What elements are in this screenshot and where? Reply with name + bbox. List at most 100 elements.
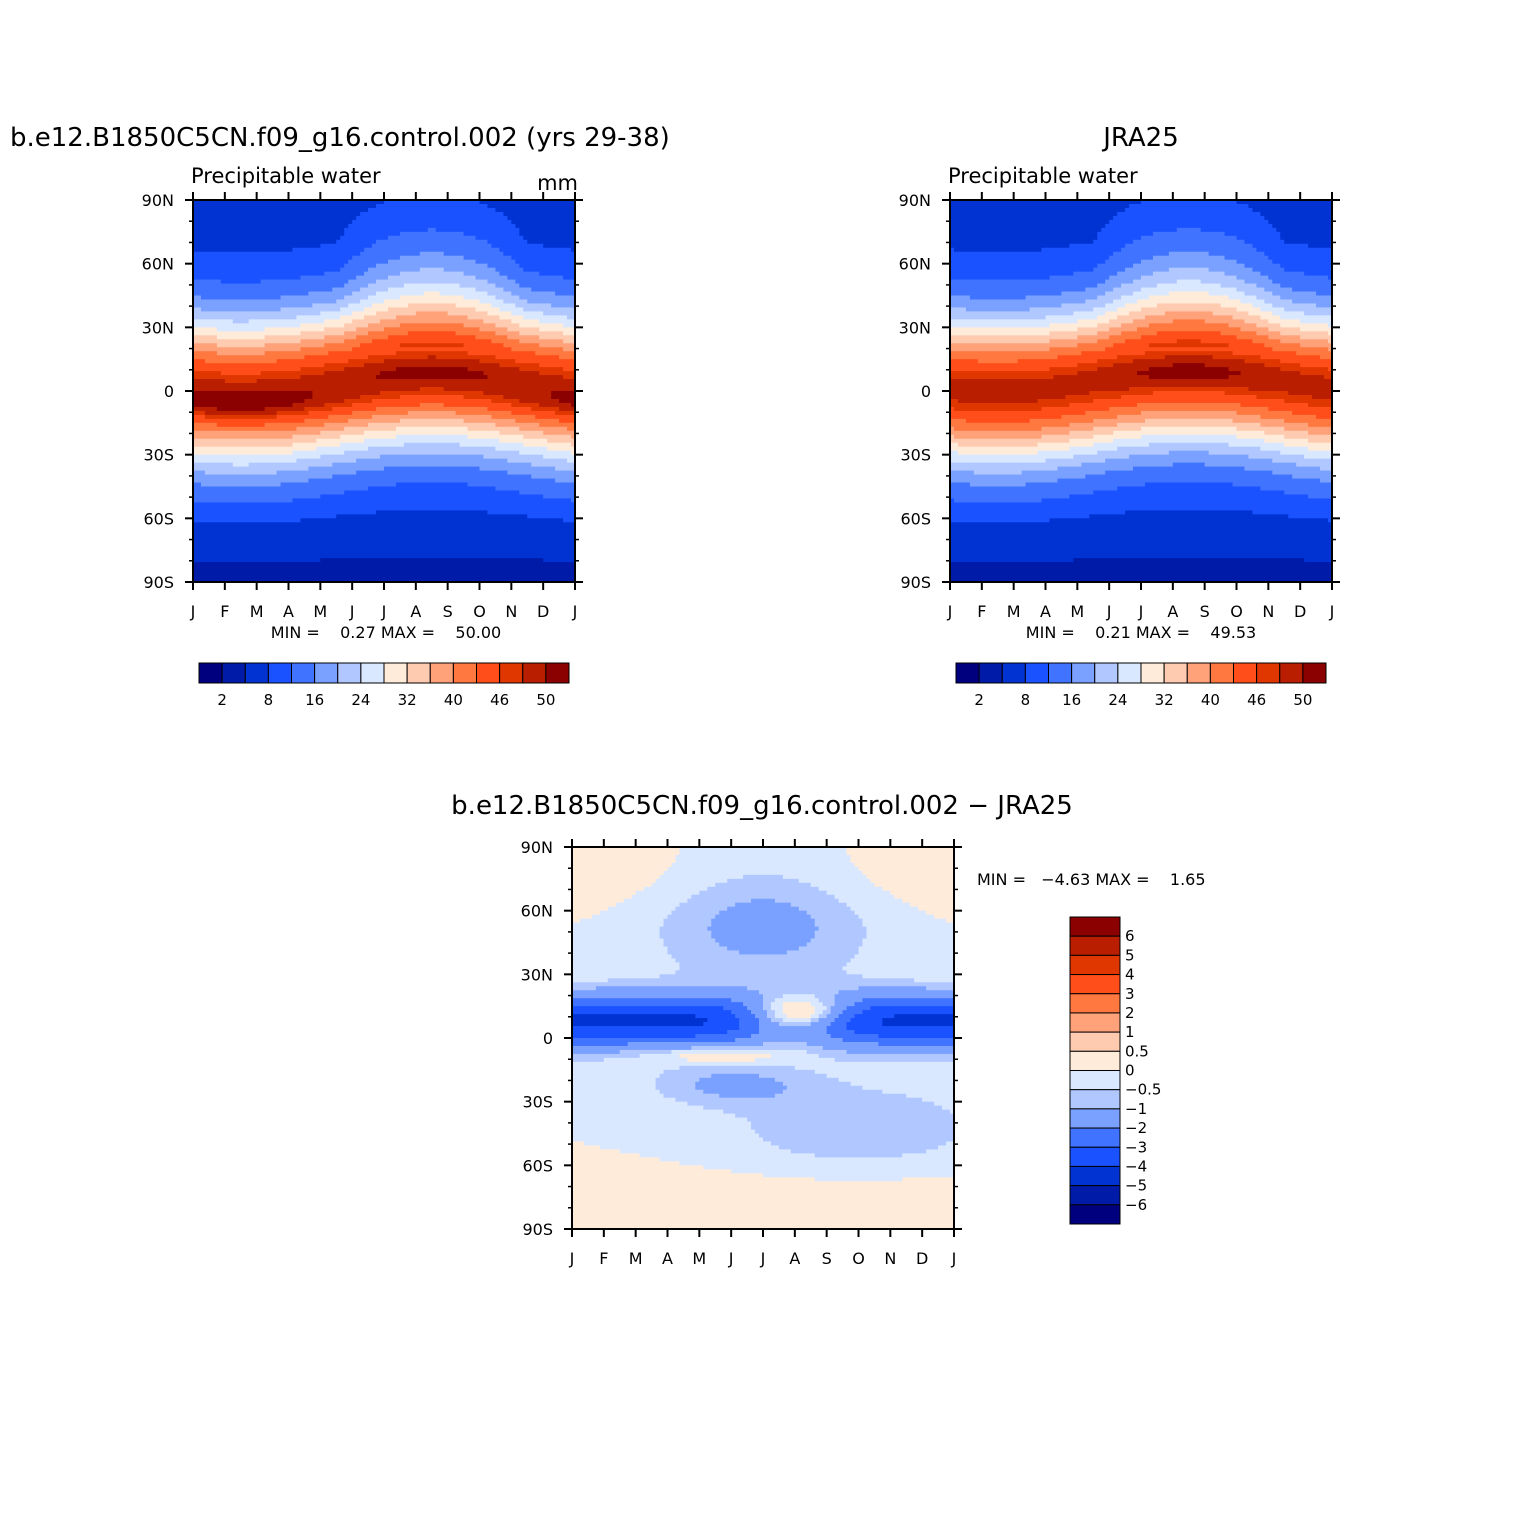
contour-cell: [511, 347, 564, 352]
contour-cell: [659, 930, 712, 936]
contour-cell: [858, 914, 935, 920]
contour-cell: [193, 478, 309, 484]
y-tick-label: 60N: [899, 255, 931, 274]
contour-cell: [850, 854, 954, 860]
contour-cell: [380, 371, 485, 376]
contour-cell: [193, 383, 575, 388]
contour-cell: [1117, 315, 1146, 320]
contour-cell: [591, 914, 669, 920]
contour-cell: [1125, 207, 1254, 213]
contour-cell: [531, 462, 575, 468]
colorbar-label: 2: [974, 691, 984, 709]
contour-cell: [571, 498, 575, 504]
contour-cell: [193, 538, 575, 543]
contour-cell: [1049, 347, 1106, 352]
contour-cell: [1085, 474, 1293, 480]
contour-cell: [902, 898, 954, 904]
contour-cell: [1252, 243, 1309, 249]
contour-cell: [519, 331, 564, 336]
contour-cell: [1280, 231, 1332, 237]
contour-cell: [495, 422, 540, 428]
contour-cell: [503, 394, 552, 400]
contour-cell: [348, 223, 516, 229]
contour-cell: [850, 906, 919, 912]
contour-cell: [193, 359, 206, 364]
contour-cell: [850, 958, 954, 963]
contour-cell: [1284, 418, 1332, 424]
x-tick-label: A: [662, 1249, 673, 1268]
contour-cell: [950, 414, 1063, 420]
contour-cell: [810, 914, 860, 920]
contour-cell: [950, 295, 971, 301]
colorbar-box: [1069, 1031, 1121, 1052]
obs-colorbar: 2 8 16 24 32 40 46 50: [955, 662, 1327, 709]
contour-cell: [1129, 387, 1250, 392]
contour-cell: [463, 255, 512, 261]
contour-cell: [858, 986, 927, 991]
contour-cell: [826, 1026, 848, 1031]
contour-cell: [519, 398, 560, 404]
contour-cell: [1113, 287, 1142, 293]
contour-cell: [193, 534, 575, 539]
contour-cell: [193, 219, 353, 225]
x-tick-label: O: [852, 1249, 865, 1268]
contour-cell: [806, 1041, 879, 1047]
contour-cell: [1049, 339, 1098, 344]
contour-cell: [659, 974, 864, 979]
contour-cell: [938, 1145, 954, 1151]
colorbar-box: [1069, 954, 1121, 976]
contour-cell: [1069, 430, 1114, 436]
contour-cell: [751, 1121, 954, 1127]
contour-cell: [950, 219, 1110, 225]
contour-cell: [344, 283, 369, 289]
contour-cell: [572, 1125, 752, 1131]
contour-cell: [475, 275, 508, 281]
contour-cell: [519, 263, 575, 269]
contour-cell: [782, 874, 868, 880]
contour-cell: [495, 267, 524, 273]
contour-cell: [193, 526, 575, 531]
contour-cell: [515, 223, 575, 229]
contour-cell: [193, 223, 349, 229]
contour-cell: [583, 1141, 772, 1147]
contour-cell: [599, 910, 673, 916]
contour-cell: [711, 1073, 760, 1079]
contour-cell: [572, 902, 617, 908]
y-tick-label: 60S: [522, 1156, 553, 1175]
contour-cell: [1073, 311, 1106, 316]
y-tick-label: 90N: [521, 838, 553, 857]
contour-cell: [276, 359, 349, 364]
y-tick-label: 30S: [143, 446, 174, 465]
contour-cell: [1248, 387, 1332, 392]
contour-cell: [950, 454, 1074, 460]
contour-cell: [193, 470, 206, 476]
contour-cell: [356, 275, 389, 281]
contour-cell: [193, 239, 337, 245]
contour-cell: [1172, 363, 1206, 368]
contour-cell: [663, 870, 864, 876]
contour-cell: [1264, 438, 1309, 444]
contour-cell: [838, 1077, 954, 1083]
contour-cell: [1097, 367, 1150, 372]
contour-cell: [902, 1177, 954, 1182]
contour-cell: [571, 450, 575, 456]
contour-cell: [1328, 347, 1332, 352]
y-tick-label: 60S: [900, 509, 931, 528]
contour-cell: [193, 391, 313, 396]
contour-cell: [563, 323, 575, 328]
contour-cell: [727, 1030, 760, 1035]
contour-cell: [1077, 335, 1110, 340]
contour-cell: [882, 886, 954, 892]
contour-cell: [193, 371, 222, 376]
contour-cell: [193, 546, 575, 551]
contour-cell: [572, 1197, 954, 1202]
contour-cell: [1236, 287, 1265, 293]
contour-cell: [479, 299, 504, 305]
contour-cell: [1168, 450, 1210, 456]
contour-cell: [1244, 466, 1321, 472]
colorbar-label: −4: [1125, 1157, 1147, 1175]
contour-cell: [862, 922, 954, 928]
contour-cell: [739, 1022, 760, 1027]
contour-cell: [193, 279, 222, 285]
contour-cell: [572, 966, 681, 971]
